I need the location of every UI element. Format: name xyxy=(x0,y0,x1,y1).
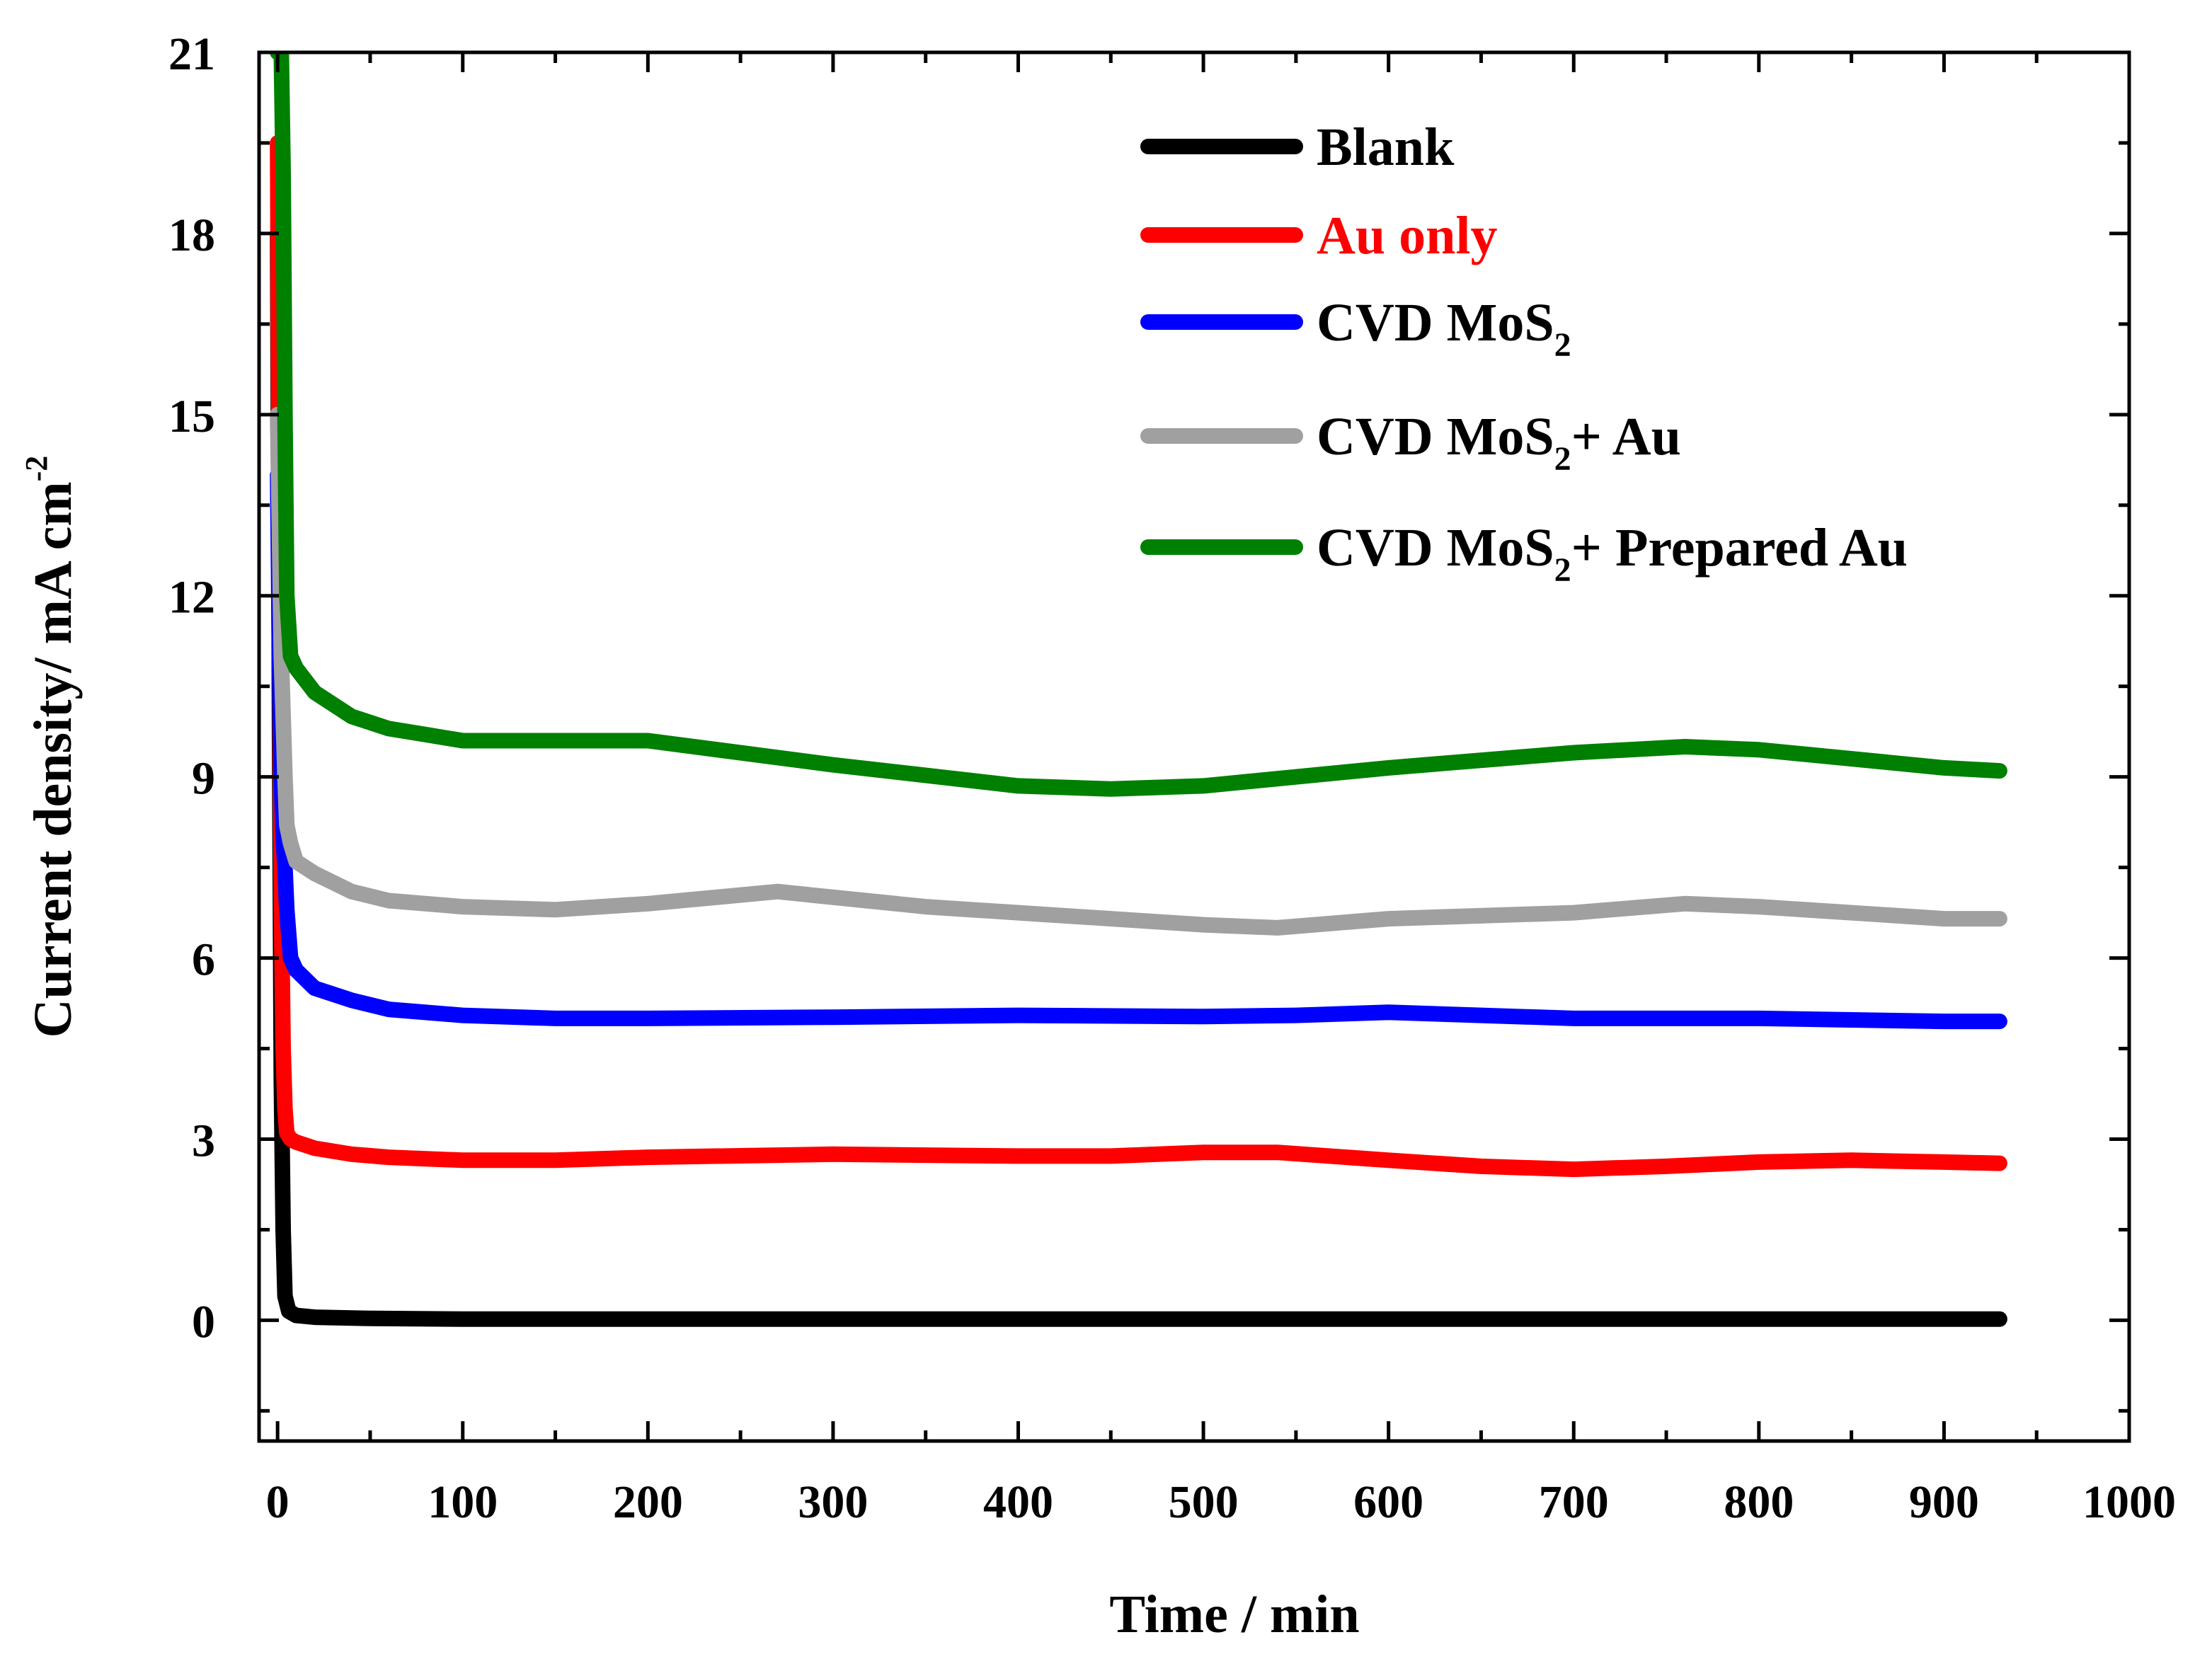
legend-label-2: CVD MoS2 xyxy=(1317,293,1571,364)
y-tick-label: 15 xyxy=(168,391,215,442)
legend-label-text: CVD MoS xyxy=(1317,518,1554,578)
series-line-1 xyxy=(270,135,2007,1178)
series-line-0 xyxy=(270,225,2007,1327)
x-tick-label: 400 xyxy=(983,1476,1053,1528)
series-line-4 xyxy=(270,52,2007,797)
x-tick-label: 700 xyxy=(1539,1476,1609,1528)
series-line-2 xyxy=(270,467,2007,1030)
x-tick-label: 200 xyxy=(613,1476,683,1528)
x-axis-ticks: 0 100 200 300 400 500 600 700 800 900 1000 xyxy=(266,52,2176,1528)
legend-label-text: Au only xyxy=(1317,206,1498,265)
y-axis-title: Current density/ mA cm-2 xyxy=(19,456,83,1038)
legend-label-4: CVD MoS2+ Prepared Au xyxy=(1317,518,1908,589)
x-axis-title: Time / min xyxy=(1109,1585,1359,1644)
legend-label-text: CVD MoS xyxy=(1317,407,1554,466)
x-tick-label: 500 xyxy=(1169,1476,1239,1528)
series-layer xyxy=(270,52,2007,1327)
series-line-3 xyxy=(270,406,2007,936)
y-tick-label: 9 xyxy=(192,753,215,805)
y-tick-label: 21 xyxy=(168,28,215,80)
y-axis-title-superscript: -2 xyxy=(19,456,54,482)
y-axis-title-main: Current density/ mA cm xyxy=(23,481,83,1038)
y-tick-label: 3 xyxy=(192,1115,215,1166)
x-tick-label: 600 xyxy=(1353,1476,1423,1528)
legend-label-suffix: + Au xyxy=(1571,407,1681,466)
x-tick-label: 100 xyxy=(428,1476,498,1528)
y-axis-ticks: 0 3 6 9 12 15 18 21 xyxy=(168,28,2129,1413)
x-tick-label: 0 xyxy=(266,1476,290,1528)
legend-label-0: Blank xyxy=(1317,117,1455,177)
legend-label-subscript: 2 xyxy=(1554,326,1571,364)
x-tick-label: 1000 xyxy=(2082,1476,2176,1528)
legend-label-subscript: 2 xyxy=(1554,440,1571,478)
x-tick-label: 300 xyxy=(798,1476,868,1528)
x-tick-label: 900 xyxy=(1909,1476,1979,1528)
legend-label-suffix: + Prepared Au xyxy=(1571,518,1908,578)
y-tick-label: 6 xyxy=(192,934,215,986)
legend-label-1: Au only xyxy=(1317,206,1498,265)
plot-frame xyxy=(257,50,2131,1443)
legend-label-subscript: 2 xyxy=(1554,551,1571,589)
y-tick-label: 18 xyxy=(168,209,215,261)
y-tick-label: 0 xyxy=(192,1296,215,1348)
legend-label-text: Blank xyxy=(1317,117,1455,177)
y-tick-label: 12 xyxy=(168,572,215,624)
legend-label-3: CVD MoS2+ Au xyxy=(1317,407,1681,478)
x-tick-label: 800 xyxy=(1724,1476,1794,1528)
legend-label-text: CVD MoS xyxy=(1317,293,1554,352)
